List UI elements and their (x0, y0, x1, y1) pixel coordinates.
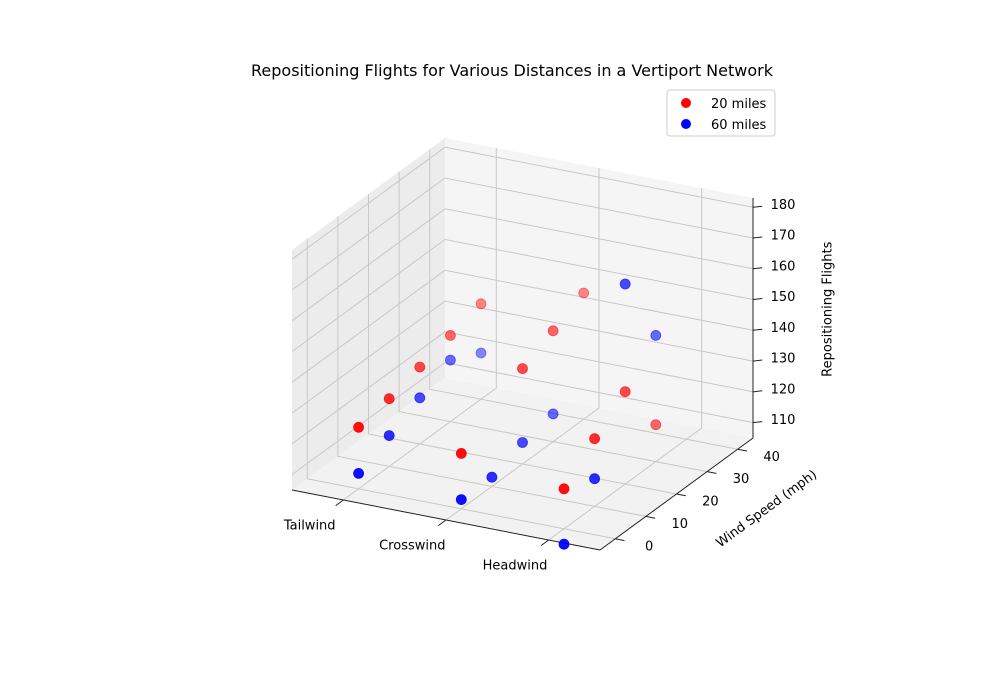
y-gridline (429, 149, 738, 450)
z-gridline (291, 331, 754, 445)
z-tick-mark (752, 236, 763, 239)
y-tick-mark (676, 493, 686, 497)
z-tick-mark (752, 359, 763, 362)
tick-labels: Tailwind Crosswind Headwind 0 10 20 30 40 110 120… (283, 198, 796, 574)
z-gridline (291, 238, 754, 352)
x-gridline (445, 168, 600, 521)
x-gridline (343, 148, 497, 501)
x-tick-mark (540, 539, 549, 547)
data-point (444, 354, 456, 366)
data-point (558, 538, 570, 550)
data-point (650, 329, 662, 341)
legend-label: 60 miles (711, 118, 767, 133)
z-gridline (291, 362, 754, 476)
legend-marker (681, 98, 691, 108)
z-gridline (291, 269, 754, 383)
data-point (589, 433, 600, 445)
z-axis-label: Repositioning Flights (820, 241, 835, 376)
legend-marker (681, 119, 691, 129)
z-tick-label: 140 (771, 321, 796, 336)
z-tick-label: 150 (771, 290, 796, 305)
data-point (353, 421, 365, 433)
chart-title: Repositioning Flights for Various Distan… (251, 61, 774, 80)
y-tick-mark (707, 471, 717, 474)
z-gridline (291, 300, 754, 414)
x-tick-mark (438, 519, 447, 527)
z-gridline (291, 177, 754, 291)
z-gridline (291, 146, 754, 260)
data-point (444, 329, 456, 341)
z-tick-label: 110 (771, 413, 796, 428)
data-point (414, 361, 426, 373)
z-tick-label: 130 (771, 352, 796, 367)
legend-box (666, 89, 776, 137)
data-points (353, 278, 662, 550)
z-tick-label: 120 (771, 383, 796, 398)
z-tick-mark (752, 205, 763, 208)
data-point (589, 473, 600, 485)
data-point (547, 408, 559, 420)
data-point (475, 347, 487, 359)
grid-lines (291, 146, 754, 541)
y-tick-mark (615, 538, 625, 542)
data-point (475, 298, 487, 310)
x-tick-label: Tailwind (283, 519, 336, 534)
data-point (414, 392, 426, 404)
y-tick-label: 10 (672, 517, 689, 532)
data-point (650, 419, 662, 431)
data-point (455, 447, 467, 459)
z-tick-mark (752, 298, 763, 301)
y-gridline (398, 171, 708, 473)
z-tick-label: 180 (771, 198, 796, 213)
axis-panes (292, 138, 753, 550)
y-axis-label: Wind Speed (mph) (714, 467, 821, 551)
data-point (517, 363, 528, 375)
x-tick-mark (335, 499, 344, 507)
y-tick-label: 40 (763, 450, 780, 465)
legend: 20 miles 60 miles (666, 89, 776, 137)
data-point (547, 325, 559, 337)
data-point (383, 393, 395, 405)
data-point (517, 437, 528, 448)
z-tick-mark (752, 421, 763, 424)
z-gridline (291, 208, 754, 322)
data-point (383, 430, 395, 442)
data-point (486, 471, 498, 483)
z-tick-label: 170 (771, 229, 796, 244)
y-tick-label: 0 (645, 539, 653, 554)
y-tick-label: 20 (702, 495, 719, 510)
y-gridline (368, 194, 677, 495)
y-tick-mark (737, 448, 748, 452)
z-tick-mark (752, 390, 763, 393)
data-point (578, 287, 590, 299)
y-tick-label: 30 (733, 472, 750, 487)
x-tick-label: Headwind (483, 559, 548, 574)
y-gridline (337, 216, 646, 517)
data-point (455, 494, 467, 506)
data-point (558, 483, 570, 495)
z-tick-label: 160 (771, 259, 796, 274)
x-tick-label: Crosswind (379, 539, 445, 554)
z-tick-mark (752, 328, 763, 331)
y-gridline (306, 238, 616, 540)
data-point (619, 278, 631, 290)
z-tick-mark (752, 267, 763, 270)
data-point (353, 467, 365, 479)
y-tick-mark (645, 515, 656, 519)
x-gridline (548, 188, 703, 541)
legend-label: 20 miles (711, 97, 767, 112)
data-point (619, 386, 631, 398)
